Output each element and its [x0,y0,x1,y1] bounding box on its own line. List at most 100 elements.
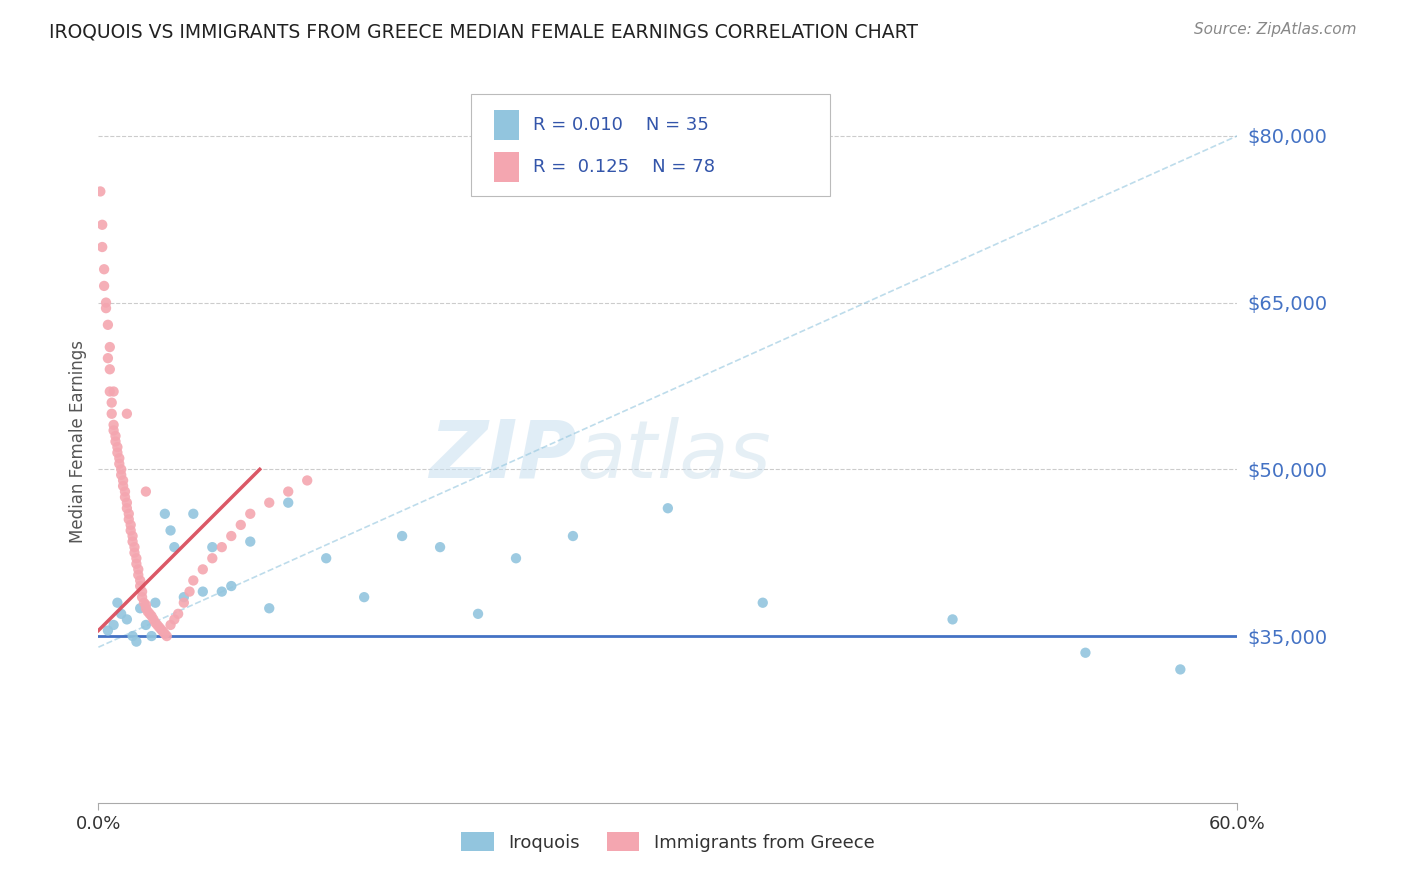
Point [112,474,135,488]
Point [103,618,125,632]
Point [315,551,337,566]
Point [135,484,157,499]
Point [136,605,159,619]
Point [125,557,148,571]
Point [112,479,135,493]
Point [141,609,163,624]
Point [110,462,132,476]
Point [121,534,143,549]
Point [104,434,127,449]
Point [277,496,299,510]
Text: R = 0.010    N = 35: R = 0.010 N = 35 [533,116,709,134]
Legend: Iroquois, Immigrants from Greece: Iroquois, Immigrants from Greece [454,825,882,859]
Point [259,496,281,510]
Point [150,623,173,637]
Point [107,440,129,454]
Point [191,584,214,599]
Point [129,574,152,588]
Point [163,540,186,554]
Point [201,551,224,566]
Point [391,529,413,543]
Point [211,540,233,554]
Point [1074,646,1097,660]
Point [98,384,121,399]
Point [183,574,205,588]
Point [125,551,148,566]
Point [135,601,157,615]
Point [277,484,299,499]
Point [97,624,120,638]
Point [100,407,122,421]
Point [97,318,120,332]
Point [127,562,149,576]
Point [129,601,152,615]
Point [103,424,125,438]
Point [429,540,451,554]
Point [108,451,131,466]
Point [107,596,129,610]
Point [211,584,233,599]
Point [163,612,186,626]
Point [118,512,141,526]
Text: IROQUOIS VS IMMIGRANTS FROM GREECE MEDIAN FEMALE EARNINGS CORRELATION CHART: IROQUOIS VS IMMIGRANTS FROM GREECE MEDIA… [49,22,918,41]
Point [97,351,120,366]
Point [145,615,167,630]
Point [141,629,163,643]
Text: Source: ZipAtlas.com: Source: ZipAtlas.com [1194,22,1357,37]
Point [201,540,224,554]
Point [114,484,136,499]
Point [167,607,190,621]
Point [183,507,205,521]
Point [108,457,131,471]
Point [752,596,775,610]
Point [103,417,125,432]
Point [93,279,115,293]
Point [142,612,165,626]
Point [107,445,129,459]
Point [118,507,141,521]
Point [153,507,176,521]
Point [91,240,114,254]
Point [110,467,132,482]
Point [127,568,149,582]
Point [129,579,152,593]
Point [156,629,179,643]
Point [104,429,127,443]
Point [153,627,176,641]
Point [467,607,489,621]
Point [115,501,138,516]
Point [120,517,142,532]
Point [131,590,153,604]
Point [353,590,375,604]
Text: atlas: atlas [576,417,772,495]
Point [221,529,243,543]
Point [505,551,527,566]
Point [93,262,115,277]
Point [115,407,138,421]
Point [173,590,195,604]
Point [103,384,125,399]
Point [297,474,319,488]
Point [91,218,114,232]
Point [115,612,138,626]
Point [135,598,157,612]
Point [124,540,146,554]
Text: R =  0.125    N = 78: R = 0.125 N = 78 [533,158,714,176]
Point [114,490,136,504]
Point [145,596,167,610]
Text: ZIP: ZIP [429,417,576,495]
Point [124,546,146,560]
Point [115,496,138,510]
Point [229,517,252,532]
Point [94,295,117,310]
Point [131,584,153,599]
Point [110,607,132,621]
Point [146,618,169,632]
Point [191,562,214,576]
Point [1170,662,1192,676]
Point [98,340,121,354]
Point [657,501,679,516]
Point [138,607,160,621]
Y-axis label: Median Female Earnings: Median Female Earnings [69,340,87,543]
Point [942,612,965,626]
